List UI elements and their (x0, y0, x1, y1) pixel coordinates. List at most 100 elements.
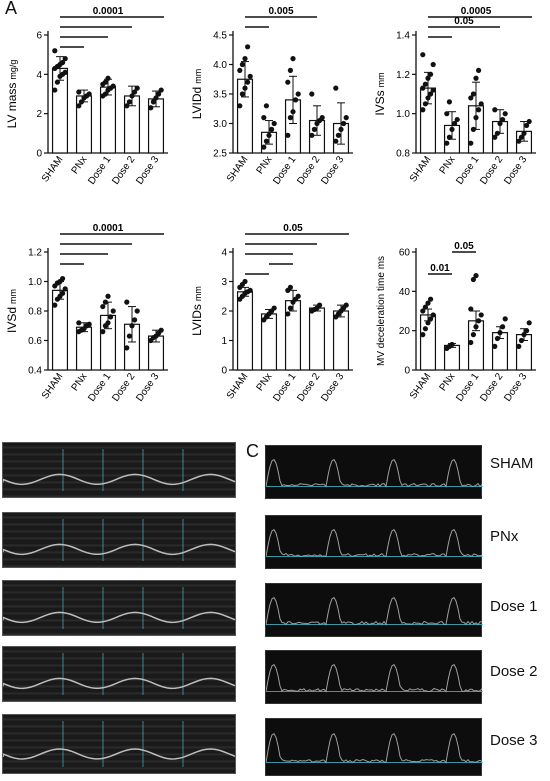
data-point (447, 135, 452, 140)
data-point (524, 328, 529, 333)
data-point (500, 117, 505, 122)
data-point (100, 304, 105, 309)
y-axis-label: IVSdmm (5, 289, 19, 333)
x-tick-label: Dose 2 (478, 371, 505, 404)
bar (53, 68, 68, 153)
x-tick-label: Dose 3 (134, 371, 161, 404)
data-point (471, 91, 476, 96)
y-tick-label: 2 (221, 307, 227, 318)
data-point (55, 80, 60, 85)
echo-row-dose3: Dose 3 (0, 712, 550, 778)
chart-mv-deceleration: 0204060MV deceleration time msSHAM PNxDos… (368, 222, 548, 427)
y-tick-label: 0.8 (396, 149, 410, 160)
significance-label: 0.0001 (93, 223, 124, 234)
data-point (76, 320, 81, 325)
data-point (468, 340, 473, 345)
echo-trace (3, 715, 237, 775)
echo-wall-trace (3, 612, 235, 622)
data-point (420, 52, 425, 57)
y-axis-label: MV deceleration time ms (376, 256, 387, 366)
doppler-image-dose3 (265, 718, 482, 776)
x-tick-label: Dose 1 (454, 371, 481, 404)
echo-row-sham: SHAM (0, 440, 550, 502)
significance-label: 0.05 (454, 16, 474, 27)
significance-label: 0.0001 (93, 6, 124, 17)
data-point (245, 44, 250, 49)
data-point (317, 303, 322, 308)
bar (310, 308, 325, 370)
data-point (63, 56, 68, 61)
x-tick-label: Dose 1 (454, 154, 481, 187)
x-tick-label: SHAM (225, 371, 251, 401)
data-point (479, 312, 484, 317)
data-point (333, 139, 338, 144)
y-tick-label: 2.5 (213, 149, 227, 160)
data-point (431, 312, 436, 317)
echo-trace (3, 443, 237, 499)
data-point (473, 273, 478, 278)
echo-wall-trace (3, 544, 235, 554)
x-tick-label: Dose 2 (478, 154, 505, 187)
x-tick-label: SHAM (40, 371, 66, 401)
x-tick-label: PNx (70, 154, 90, 176)
y-tick-label: 0.6 (28, 336, 42, 347)
data-point (320, 115, 325, 120)
data-point (108, 314, 113, 319)
y-tick-label: 4.5 (213, 31, 227, 42)
bar (238, 292, 253, 370)
data-point (132, 317, 137, 322)
y-tick-label: 1.4 (396, 31, 410, 42)
data-point (444, 141, 449, 146)
significance-label: 0.05 (454, 241, 474, 252)
data-point (341, 121, 346, 126)
data-point (87, 322, 92, 327)
y-tick-label: 3.0 (213, 119, 227, 130)
data-point (269, 127, 274, 132)
y-tick-label: 3.5 (213, 90, 227, 101)
data-point (237, 68, 242, 73)
x-tick-label: PNx (438, 154, 458, 176)
data-point (100, 329, 105, 334)
x-tick-label: Dose 3 (502, 154, 529, 187)
data-point (242, 279, 247, 284)
data-point (473, 324, 478, 329)
data-point (468, 306, 473, 311)
y-tick-label: 0 (36, 149, 42, 160)
x-tick-label: Dose 3 (319, 371, 346, 404)
echo-wall-trace (3, 474, 235, 484)
data-point (272, 121, 277, 126)
bar (334, 311, 349, 370)
doppler-trace (266, 734, 482, 763)
echo-wall-trace (3, 749, 235, 759)
data-point (87, 91, 92, 96)
y-axis-label: IVSsmm (373, 72, 387, 115)
data-point (479, 101, 484, 106)
data-point (52, 87, 57, 92)
data-point (473, 115, 478, 120)
data-point (344, 115, 349, 120)
data-point (516, 344, 521, 349)
echo-wall-trace (3, 678, 235, 688)
echo-trace (266, 446, 483, 500)
x-tick-label: Dose 1 (86, 154, 113, 187)
data-point (449, 342, 454, 347)
y-tick-label: 1 (221, 336, 227, 347)
chart-lv-mass: 0 2 4 6 LV massmg/g SHAM PNxDose 1Dose 2Dose 3… (0, 5, 180, 210)
data-point (248, 288, 253, 293)
chart-lvidd: 2.53.03.54.04.5LVIDdmmSHAM PNxDose 1Dose … (185, 5, 365, 210)
echo-trace (266, 516, 483, 570)
data-point (148, 105, 153, 110)
data-point (159, 328, 164, 333)
x-tick-label: SHAM (225, 154, 251, 184)
mmode-image-pnx (2, 512, 236, 568)
doppler-trace (266, 460, 482, 487)
doppler-image-dose1 (265, 583, 482, 637)
data-point (240, 91, 245, 96)
data-point (492, 107, 497, 112)
y-tick-label: 1.0 (28, 277, 42, 288)
data-point (428, 297, 433, 302)
data-point (261, 115, 266, 120)
data-point (423, 82, 428, 87)
data-point (63, 286, 68, 291)
data-point (296, 91, 301, 96)
